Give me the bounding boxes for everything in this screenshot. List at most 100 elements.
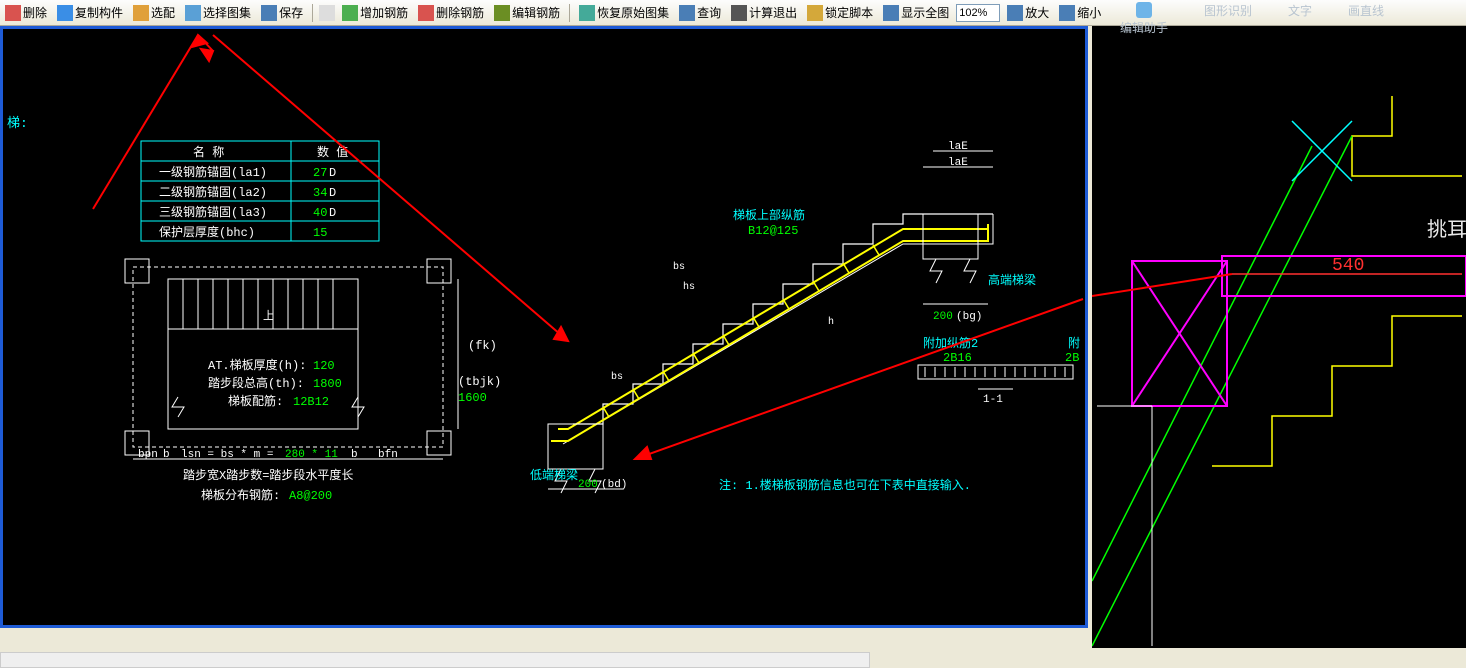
svg-text:bfn: bfn [378, 449, 398, 461]
copy-icon [57, 5, 73, 21]
svg-text:A8@200: A8@200 [289, 489, 332, 503]
toolbar-sep2 [569, 4, 570, 22]
rt-text-label: 文字 [1288, 2, 1312, 19]
svg-text:高端梯梁: 高端梯梁 [988, 272, 1036, 288]
tb-copy-label: 复制构件 [75, 4, 123, 21]
r2-unit: D [329, 206, 336, 220]
tb-delete[interactable]: 删除 [2, 2, 50, 23]
stair-section: 梯板上部纵筋 B12@125 laE laE [530, 141, 1080, 493]
cad-canvas[interactable]: 梯: 名 称 数 值 一级钢筋锚固(la1) 27 D 二级钢筋锚固(la2) … [3, 29, 1085, 625]
lock-icon [807, 5, 823, 21]
svg-text:b: b [163, 449, 170, 461]
tb-query-label: 查询 [697, 4, 721, 21]
tb-zoom-in-label: 放大 [1025, 4, 1049, 21]
r2-name: 三级钢筋锚固(la3) [159, 204, 267, 220]
zoom-input[interactable] [956, 4, 1000, 22]
rt-edit-helper-label: 编辑助手 [1120, 19, 1168, 36]
right-dim-540: 540 [1332, 256, 1364, 276]
h-scrollbar[interactable] [0, 652, 870, 668]
svg-text:1800: 1800 [313, 377, 342, 391]
right-label: 挑耳 [1427, 218, 1466, 243]
tb-calc-label: 计算退出 [749, 4, 797, 21]
tb-fit[interactable]: 显示全图 [880, 2, 952, 23]
rt-line-label: 画直线 [1348, 2, 1384, 19]
svg-text:低端梯梁: 低端梯梁 [530, 467, 578, 483]
tb-fit-label: 显示全图 [901, 4, 949, 21]
tb-del-rebar[interactable]: 删除钢筋 [415, 2, 487, 23]
svg-text:12B12: 12B12 [293, 395, 329, 409]
right-cad-pane: 540 挑耳 [1092, 26, 1466, 648]
query-icon [679, 5, 695, 21]
rt-edit-helper[interactable]: 编辑助手 [1120, 2, 1168, 36]
delete-icon [5, 5, 21, 21]
tb-add-rebar-label: 增加钢筋 [360, 4, 408, 21]
rt-shape-rec[interactable]: 图形识别 [1204, 2, 1252, 36]
rt-shape-rec-label: 图形识别 [1204, 2, 1252, 19]
plan-view: 上 AT.梯板厚度(h): 120 踏步段总高(th): 1800 梯板配筋: … [125, 259, 501, 503]
tb-query[interactable]: 查询 [676, 2, 724, 23]
stair-title: 梯: [7, 116, 28, 131]
svg-text:bpn: bpn [138, 449, 158, 461]
r3-val: 15 [313, 226, 327, 240]
svg-text:120: 120 [313, 359, 335, 373]
tb-copy[interactable]: 复制构件 [54, 2, 126, 23]
tb-restore-label: 恢复原始图集 [597, 4, 669, 21]
svg-text:280 * 11: 280 * 11 [285, 449, 338, 461]
r1-val: 34 [313, 186, 327, 200]
svg-text:(fk): (fk) [468, 339, 497, 353]
tb-del-rebar-label: 删除钢筋 [436, 4, 484, 21]
svg-text:hs: hs [683, 281, 695, 293]
svg-text:梯板配筋:: 梯板配筋: [228, 393, 283, 409]
r2-val: 40 [313, 206, 327, 220]
match-icon [133, 5, 149, 21]
up-label: 上 [263, 309, 274, 323]
svg-text:梯板上部纵筋: 梯板上部纵筋 [733, 207, 805, 223]
blank-icon[interactable] [319, 5, 335, 21]
tb-save[interactable]: 保存 [258, 2, 306, 23]
tb-select-atlas[interactable]: 选择图集 [182, 2, 254, 23]
svg-text:2B: 2B [1065, 351, 1079, 365]
tb-restore[interactable]: 恢复原始图集 [576, 2, 672, 23]
rt-text[interactable]: 文字 [1288, 2, 1312, 36]
tb-atlas-label: 选择图集 [203, 4, 251, 21]
th-name: 名 称 [193, 144, 224, 160]
tb-lock[interactable]: 锁定脚本 [804, 2, 876, 23]
svg-text:(bd): (bd) [601, 479, 627, 491]
zoom-out-icon [1059, 5, 1075, 21]
atlas-icon [185, 5, 201, 21]
svg-text:h: h [828, 316, 834, 328]
svg-text:AT.梯板厚度(h):: AT.梯板厚度(h): [208, 357, 306, 373]
main-area: 梯: 名 称 数 值 一级钢筋锚固(la1) 27 D 二级钢筋锚固(la2) … [0, 26, 1466, 648]
save-icon [261, 5, 277, 21]
tb-edit-rebar[interactable]: 编辑钢筋 [491, 2, 563, 23]
tb-zoom-in[interactable]: 放大 [1004, 2, 1052, 23]
tb-add-rebar[interactable]: 增加钢筋 [339, 2, 411, 23]
r3-name: 保护层厚度(bhc) [159, 224, 255, 240]
r1-unit: D [329, 186, 336, 200]
r1-name: 二级钢筋锚固(la2) [159, 184, 267, 200]
svg-text:200: 200 [578, 479, 598, 491]
toolbar-sep [312, 4, 313, 22]
edit-rebar-icon [494, 5, 510, 21]
svg-text:lsn = bs * m =: lsn = bs * m = [181, 449, 273, 461]
tb-match-label: 选配 [151, 4, 175, 21]
svg-text:踏步段总高(th):: 踏步段总高(th): [208, 375, 304, 391]
svg-text:b: b [351, 449, 358, 461]
right-cad-canvas[interactable]: 540 挑耳 [1092, 26, 1466, 648]
r0-name: 一级钢筋锚固(la1) [159, 164, 267, 180]
cad-window: 梯: 名 称 数 值 一级钢筋锚固(la1) 27 D 二级钢筋锚固(la2) … [0, 26, 1088, 628]
rt-line[interactable]: 画直线 [1348, 2, 1384, 36]
svg-text:1-1: 1-1 [983, 394, 1003, 406]
tb-zoom-out[interactable]: 缩小 [1056, 2, 1104, 23]
svg-text:梯板分布钢筋:: 梯板分布钢筋: [201, 487, 280, 503]
del-rebar-icon [418, 5, 434, 21]
svg-text:附加纵筋2: 附加纵筋2 [923, 335, 978, 351]
svg-text:bs: bs [673, 261, 685, 273]
svg-text:踏步宽X踏步数=踏步段水平度长: 踏步宽X踏步数=踏步段水平度长 [183, 467, 353, 483]
tb-calc-exit[interactable]: 计算退出 [728, 2, 800, 23]
tb-match[interactable]: 选配 [130, 2, 178, 23]
restore-icon [579, 5, 595, 21]
svg-text:B12@125: B12@125 [748, 224, 798, 238]
svg-text:laE: laE [948, 141, 968, 153]
svg-text:注: 1.楼梯板钢筋信息也可在下表中直接输入.: 注: 1.楼梯板钢筋信息也可在下表中直接输入. [719, 477, 971, 493]
